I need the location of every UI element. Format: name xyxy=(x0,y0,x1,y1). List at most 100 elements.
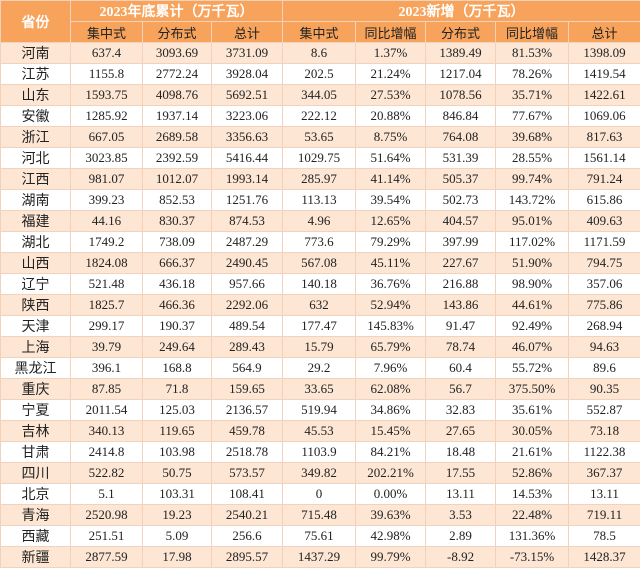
province-cell: 西藏 xyxy=(0,525,71,547)
value-cell: 125.03 xyxy=(142,399,212,421)
province-cell: 陕西 xyxy=(0,294,71,316)
value-cell: 957.66 xyxy=(210,273,284,295)
value-cell: 1285.92 xyxy=(70,105,143,127)
table-row: 山西 1824.08 666.37 2490.45 567.08 45.11% 227.67… xyxy=(0,252,640,274)
header-group: 2023年底累计（万千瓦） xyxy=(69,0,284,22)
value-cell: 489.54 xyxy=(210,315,284,337)
value-cell: 50.75 xyxy=(142,462,212,484)
value-cell: 65.79% xyxy=(355,336,427,358)
value-cell: 140.18 xyxy=(282,273,357,295)
value-cell: 1171.59 xyxy=(568,231,640,253)
value-cell: 30.05% xyxy=(495,420,570,442)
value-cell: 90.35 xyxy=(568,378,640,400)
value-cell: 4.96 xyxy=(282,210,357,232)
value-cell: 95.01% xyxy=(495,210,570,232)
value-cell: 5692.51 xyxy=(210,84,284,106)
table-row: 陕西 1825.7 466.36 2292.06 632 52.94% 143.86 44.6… xyxy=(0,294,640,316)
value-cell: 1251.76 xyxy=(210,189,284,211)
value-cell: 0 xyxy=(282,483,357,505)
value-cell: 2772.24 xyxy=(142,63,212,85)
value-cell: 396.1 xyxy=(70,357,143,379)
value-cell: 436.18 xyxy=(142,273,212,295)
province-cell: 甘肃 xyxy=(0,441,71,463)
value-cell: 251.51 xyxy=(70,525,143,547)
table-row: 浙江 667.05 2689.58 3356.63 53.65 8.75% 764.08 39… xyxy=(0,126,640,148)
value-cell: 1428.37 xyxy=(568,546,640,568)
value-cell: 573.57 xyxy=(210,462,284,484)
value-cell: 29.2 xyxy=(282,357,357,379)
value-cell: 738.09 xyxy=(142,231,212,253)
value-cell: 8.75% xyxy=(355,126,427,148)
value-cell: 35.71% xyxy=(495,84,570,106)
value-cell: 92.49% xyxy=(495,315,570,337)
value-cell: 505.37 xyxy=(425,168,497,190)
province-cell: 安徽 xyxy=(0,105,71,127)
value-cell: 459.78 xyxy=(210,420,284,442)
table-row: 河南 637.4 3093.69 3731.09 8.6 1.37% 1389.49 81.5… xyxy=(0,42,640,64)
value-cell: 52.86% xyxy=(495,462,570,484)
value-cell: 89.6 xyxy=(568,357,640,379)
value-cell: 519.94 xyxy=(282,399,357,421)
table-row: 黑龙江 396.1 168.8 564.9 29.2 7.96% 60.4 55.72% 89.… xyxy=(0,357,640,379)
value-cell: 216.88 xyxy=(425,273,497,295)
value-cell: 531.39 xyxy=(425,147,497,169)
province-cell: 宁夏 xyxy=(0,399,71,421)
value-cell: 666.37 xyxy=(142,252,212,274)
value-cell: 5416.44 xyxy=(210,147,284,169)
header-column: 总计 xyxy=(568,21,640,43)
value-cell: 2689.58 xyxy=(142,126,212,148)
value-cell: 14.53% xyxy=(495,483,570,505)
value-cell: 51.90% xyxy=(495,252,570,274)
value-cell: 202.5 xyxy=(282,63,357,85)
value-cell: 13.11 xyxy=(568,483,640,505)
table-row: 河北 3023.85 2392.59 5416.44 1029.75 51.64% 531.… xyxy=(0,147,640,169)
value-cell: 2011.54 xyxy=(70,399,143,421)
value-cell: 34.86% xyxy=(355,399,427,421)
table-row: 新疆 2877.59 17.98 2895.57 1437.29 99.79% -8.92-… xyxy=(0,546,640,568)
value-cell: 35.61% xyxy=(495,399,570,421)
value-cell: 817.63 xyxy=(568,126,640,148)
value-cell: 357.06 xyxy=(568,273,640,295)
value-cell: 73.18 xyxy=(568,420,640,442)
province-cell: 湖北 xyxy=(0,231,71,253)
value-cell: 3356.63 xyxy=(210,126,284,148)
value-cell: 32.83 xyxy=(425,399,497,421)
table-row: 湖北 1749.2 738.09 2487.29 773.6 79.29% 397.99 11… xyxy=(0,231,640,253)
value-cell: 45.11% xyxy=(355,252,427,274)
value-cell: 1749.2 xyxy=(70,231,143,253)
header-group: 2023新增（万千瓦） xyxy=(282,0,640,22)
value-cell: 143.72% xyxy=(495,189,570,211)
value-cell: 2.89 xyxy=(425,525,497,547)
value-cell: 1122.38 xyxy=(568,441,640,463)
value-cell: 567.08 xyxy=(282,252,357,274)
province-cell: 山西 xyxy=(0,252,71,274)
value-cell: 715.48 xyxy=(282,504,357,526)
value-cell: 60.4 xyxy=(425,357,497,379)
table-row: 四川 522.82 50.75 573.57 349.82 202.21% 17.55 52.… xyxy=(0,462,640,484)
value-cell: 75.61 xyxy=(282,525,357,547)
value-cell: 84.21% xyxy=(355,441,427,463)
value-cell: 367.37 xyxy=(568,462,640,484)
value-cell: 108.41 xyxy=(210,483,284,505)
value-cell: 7.96% xyxy=(355,357,427,379)
value-cell: 846.84 xyxy=(425,105,497,127)
table-row: 青海 2520.98 19.23 2540.21 715.48 39.63% 3.53 22.… xyxy=(0,504,640,526)
value-cell: 71.8 xyxy=(142,378,212,400)
value-cell: 522.82 xyxy=(70,462,143,484)
value-cell: 1993.14 xyxy=(210,168,284,190)
value-cell: 5.1 xyxy=(70,483,143,505)
value-cell: 1561.14 xyxy=(568,147,640,169)
value-cell: 1419.54 xyxy=(568,63,640,85)
table-row: 湖南 399.23 852.53 1251.76 113.13 39.54% 502.73 1… xyxy=(0,189,640,211)
value-cell: 521.48 xyxy=(70,273,143,295)
value-cell: 2136.57 xyxy=(210,399,284,421)
value-cell: 981.07 xyxy=(70,168,143,190)
value-cell: 399.23 xyxy=(70,189,143,211)
value-cell: 94.63 xyxy=(568,336,640,358)
table-row: 辽宁 521.48 436.18 957.66 140.18 36.76% 216.88 98… xyxy=(0,273,640,295)
province-cell: 黑龙江 xyxy=(0,357,71,379)
value-cell: 119.65 xyxy=(142,420,212,442)
value-cell: 3928.04 xyxy=(210,63,284,85)
